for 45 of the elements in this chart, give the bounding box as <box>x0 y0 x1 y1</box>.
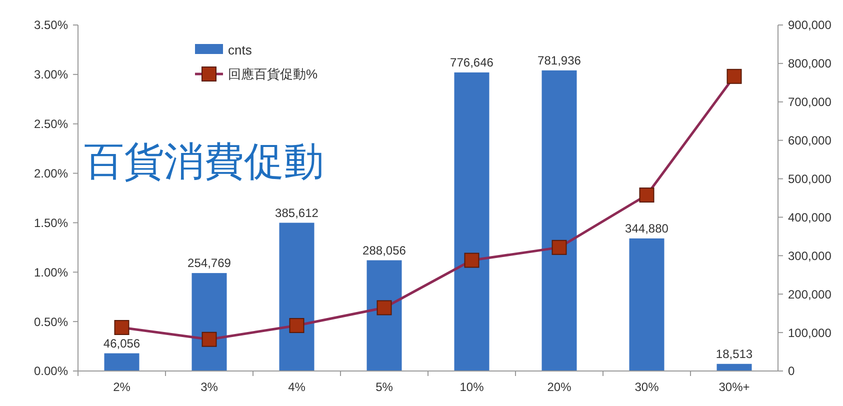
y2-tick-label: 800,000 <box>788 56 832 71</box>
legend-label: cnts <box>228 42 252 58</box>
data-label: 288,056 <box>362 243 406 258</box>
y2-tick-label: 400,000 <box>788 210 832 224</box>
bar <box>279 222 314 371</box>
bar <box>104 353 140 371</box>
x-tick-label: 2% <box>113 380 131 394</box>
text: 百貨消費促動 <box>84 140 324 184</box>
y2-tick-label: 100,000 <box>788 326 832 340</box>
y-tick-label: 3.50% <box>34 18 68 32</box>
y2-tick-label: 700,000 <box>788 95 832 110</box>
y2-tick-label: 500,000 <box>788 172 832 186</box>
data-label: 776,646 <box>450 55 494 70</box>
x-tick-label: 4% <box>288 380 306 394</box>
y-tick-label: 1.00% <box>34 265 68 280</box>
y2-tick-label: 600,000 <box>788 134 832 148</box>
data-label: 344,880 <box>625 221 669 236</box>
bar <box>192 273 227 371</box>
y2-tick-label: 300,000 <box>788 248 832 263</box>
y-tick-label: 1.50% <box>34 216 68 230</box>
x-tick-label: 30%+ <box>718 380 750 394</box>
data-label: 254,769 <box>188 256 232 270</box>
y2-tick-label: 900,000 <box>788 18 832 32</box>
x-tick-label: 20% <box>547 380 572 394</box>
bar <box>454 72 490 371</box>
y-tick-label: 0.50% <box>34 314 68 329</box>
y2-tick-label: 0 <box>788 364 795 378</box>
y-tick-label: 3.00% <box>34 68 68 82</box>
bar <box>716 364 752 371</box>
data-label: 46,056 <box>103 336 140 350</box>
data-label: 385,612 <box>275 206 319 220</box>
bar <box>366 260 402 371</box>
x-tick-label: 5% <box>376 380 394 394</box>
x-tick-label: 10% <box>460 380 484 394</box>
y-tick-label: 0.00% <box>34 364 68 378</box>
legend-label: 回應百貨促動% <box>228 66 318 82</box>
y2-tick-label: 200,000 <box>788 287 832 302</box>
y-tick-label: 2.00% <box>34 166 68 180</box>
data-label: 18,513 <box>716 346 753 361</box>
data-label: 781,936 <box>538 53 582 68</box>
bar <box>542 70 577 371</box>
y-tick-label: 2.50% <box>34 117 68 132</box>
x-tick-label: 3% <box>200 380 218 394</box>
x-tick-label: 30% <box>634 380 660 394</box>
bar <box>629 238 664 371</box>
